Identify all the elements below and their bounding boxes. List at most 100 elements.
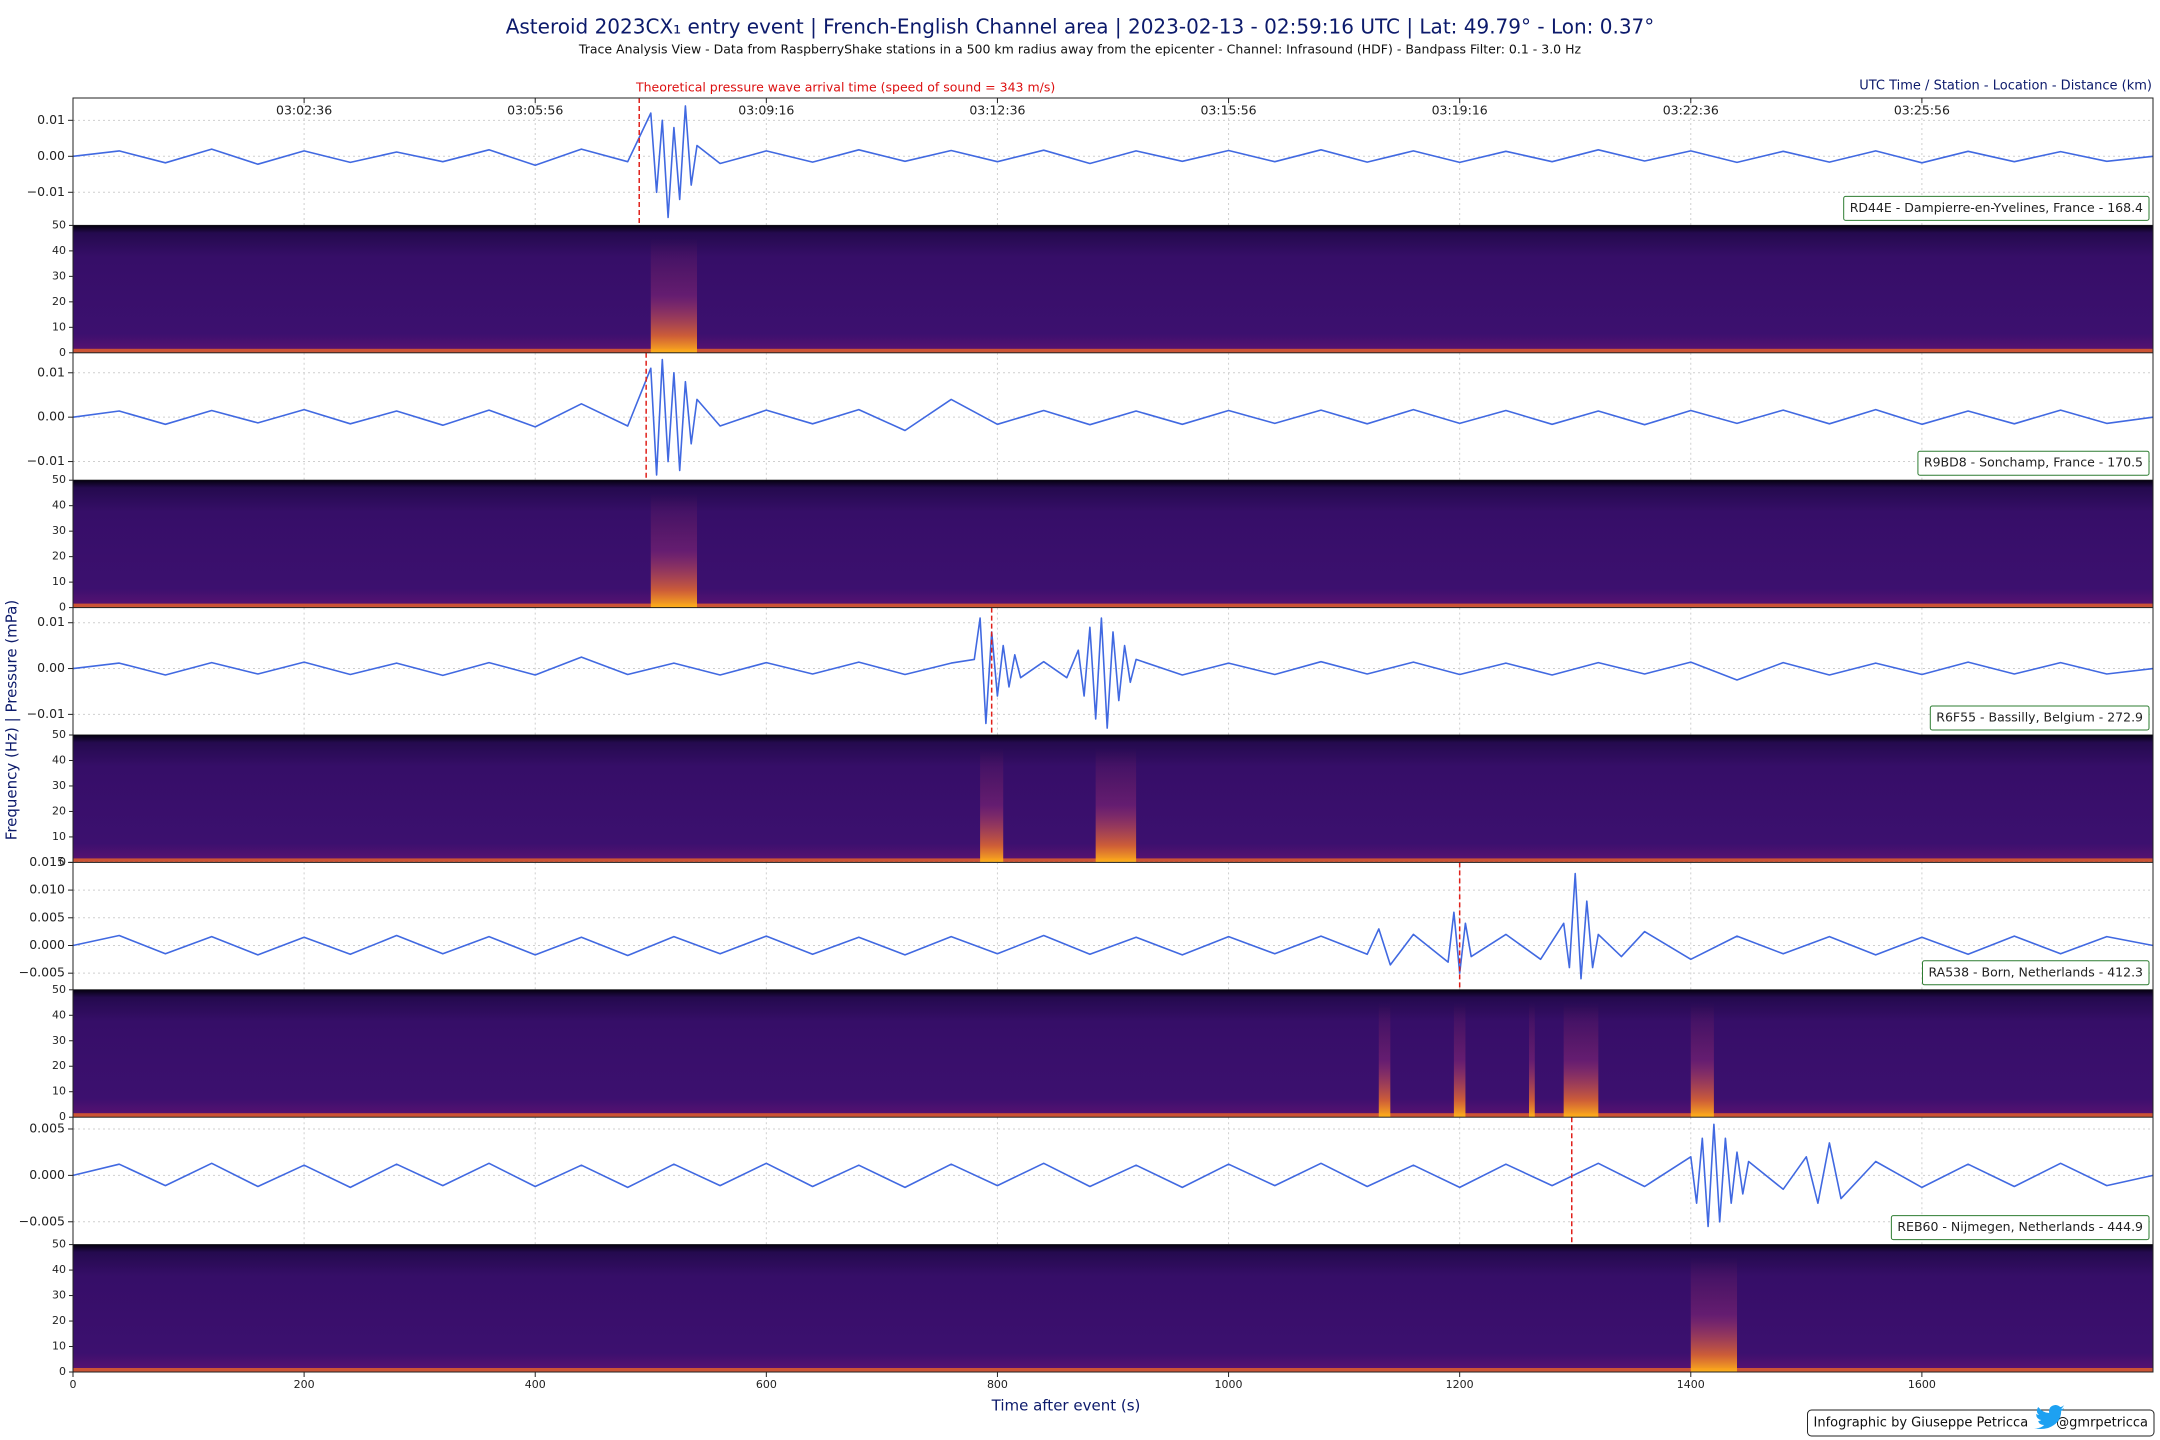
x-tick-label: 1600 <box>1908 1378 1936 1391</box>
spectrogram <box>73 989 2153 1118</box>
spectrogram <box>73 1244 2153 1372</box>
y-tick-label: 0.01 <box>37 614 65 629</box>
header-right: UTC Time / Station - Location - Distance… <box>1859 79 2152 94</box>
y-tick-label: 40 <box>52 499 66 512</box>
waveform-panel <box>73 607 2153 735</box>
y-tick-label: 0.000 <box>29 1167 65 1182</box>
station-label-box <box>1890 1215 2150 1241</box>
top-x-tick-label: 03:25:56 <box>1894 103 1950 118</box>
waveform-panel <box>73 862 2153 990</box>
spectrogram-burst <box>1095 747 1137 863</box>
x-tick-label: 0 <box>70 1378 77 1391</box>
waveform-line <box>72 1123 2154 1228</box>
y-tick-label: 0.000 <box>29 937 65 952</box>
waveform-line <box>72 105 2154 219</box>
waveform-line <box>72 358 2154 476</box>
station-label-box <box>1929 705 2150 731</box>
y-tick-label: 20 <box>52 295 66 308</box>
y-tick-label: 0.00 <box>37 409 65 424</box>
y-tick-label: 50 <box>52 1238 66 1251</box>
top-x-tick-label: 03:09:16 <box>738 103 794 118</box>
y-tick-label: −0.005 <box>19 965 65 980</box>
credit-text: Infographic by Giuseppe Petricca <box>1814 1416 2029 1431</box>
y-tick-label: 40 <box>52 1008 66 1021</box>
spectrogram <box>73 480 2153 608</box>
station-label: R9BD8 - Sonchamp, France - 170.5 <box>1924 455 2143 470</box>
station-label: RD44E - Dampierre-en-Yvelines, France - … <box>1850 200 2143 215</box>
y-tick-label: 10 <box>52 575 66 588</box>
top-x-tick-label: 03:22:36 <box>1663 103 1719 118</box>
y-tick-label: 0.005 <box>29 909 65 924</box>
waveform-line <box>72 872 2154 980</box>
y-tick-label: 0.010 <box>29 882 65 897</box>
y-tick-label: 30 <box>52 269 66 282</box>
spectrogram-burst <box>1453 1002 1466 1118</box>
y-tick-label: 20 <box>52 804 66 817</box>
y-tick-label: 0.015 <box>29 854 65 869</box>
station-label: R6F55 - Bassilly, Belgium - 272.9 <box>1936 710 2143 725</box>
y-tick-label: 10 <box>52 320 66 333</box>
plot-frame <box>72 97 2154 1373</box>
y-tick-label: 50 <box>52 218 66 231</box>
y-tick-label: 10 <box>52 1340 66 1353</box>
spectrogram-burst <box>1378 1002 1391 1118</box>
y-tick-label: 0.00 <box>37 660 65 675</box>
spectrogram-burst <box>980 747 1004 863</box>
spectrogram-baseline <box>73 603 2153 608</box>
waveform-panel <box>73 1117 2153 1245</box>
y-tick-label: 10 <box>52 1085 66 1098</box>
top-x-tick-label: 03:02:36 <box>276 103 332 118</box>
annotation: Theoretical pressure wave arrival time (… <box>635 80 1055 95</box>
spectrogram-burst <box>650 492 697 608</box>
chart-title: Asteroid 2023CX₁ entry event | French-En… <box>506 15 1655 39</box>
twitter-icon <box>2034 1405 2065 1429</box>
spectrogram-baseline <box>73 1113 2153 1118</box>
y-tick-label: 50 <box>52 473 66 486</box>
y-tick-label: 0 <box>59 1110 66 1123</box>
y-tick-label: 0 <box>59 601 66 614</box>
y-tick-label: −0.01 <box>27 184 65 199</box>
spectrogram-baseline <box>73 1368 2153 1372</box>
spectrogram-burst <box>1690 1002 1714 1118</box>
x-tick-label: 200 <box>294 1378 315 1391</box>
y-tick-label: −0.01 <box>27 706 65 721</box>
x-tick-label: 1400 <box>1677 1378 1705 1391</box>
y-tick-label: 10 <box>52 830 66 843</box>
station-label-box <box>1843 195 2150 221</box>
y-tick-label: −0.005 <box>19 1213 65 1228</box>
y-tick-label: 40 <box>52 244 66 257</box>
station-label: RA538 - Born, Netherlands - 412.3 <box>1929 964 2144 979</box>
spectrogram-burst <box>1529 1002 1535 1118</box>
y-tick-label: 40 <box>52 753 66 766</box>
y-tick-label: 40 <box>52 1263 66 1276</box>
y-tick-label: 30 <box>52 1289 66 1302</box>
station-label: REB60 - Nijmegen, Netherlands - 444.9 <box>1897 1219 2143 1234</box>
y-tick-label: 0.00 <box>37 148 65 163</box>
y-tick-label: 0 <box>59 346 66 359</box>
x-tick-label: 800 <box>987 1378 1008 1391</box>
credit-handle: @gmrpetricca <box>2056 1416 2148 1431</box>
y-tick-label: 30 <box>52 779 66 792</box>
y-tick-label: 30 <box>52 524 66 537</box>
y-tick-label: −0.01 <box>27 453 65 468</box>
y-tick-label: 20 <box>52 1314 66 1327</box>
top-x-tick-label: 03:19:16 <box>1432 103 1488 118</box>
y-tick-label: 0.005 <box>29 1120 65 1135</box>
waveform-panel <box>73 98 2153 226</box>
x-tick-label: 1000 <box>1215 1378 1243 1391</box>
spectrogram-burst <box>650 238 697 353</box>
y-tick-label: 20 <box>52 550 66 563</box>
y-tick-label: 0.01 <box>37 364 65 379</box>
y-axis-label: Frequency (Hz) | Pressure (mPa) <box>3 600 21 840</box>
station-label-box <box>1922 960 2150 986</box>
y-tick-label: 0.01 <box>37 112 65 127</box>
top-x-tick-label: 03:12:36 <box>969 103 1025 118</box>
waveform-line <box>72 617 2154 729</box>
top-x-tick-label: 03:15:56 <box>1200 103 1256 118</box>
x-tick-label: 1200 <box>1446 1378 1474 1391</box>
chart-subtitle: Trace Analysis View - Data from Raspberr… <box>578 42 1582 57</box>
y-tick-label: 0 <box>59 1365 66 1378</box>
y-tick-label: 30 <box>52 1034 66 1047</box>
